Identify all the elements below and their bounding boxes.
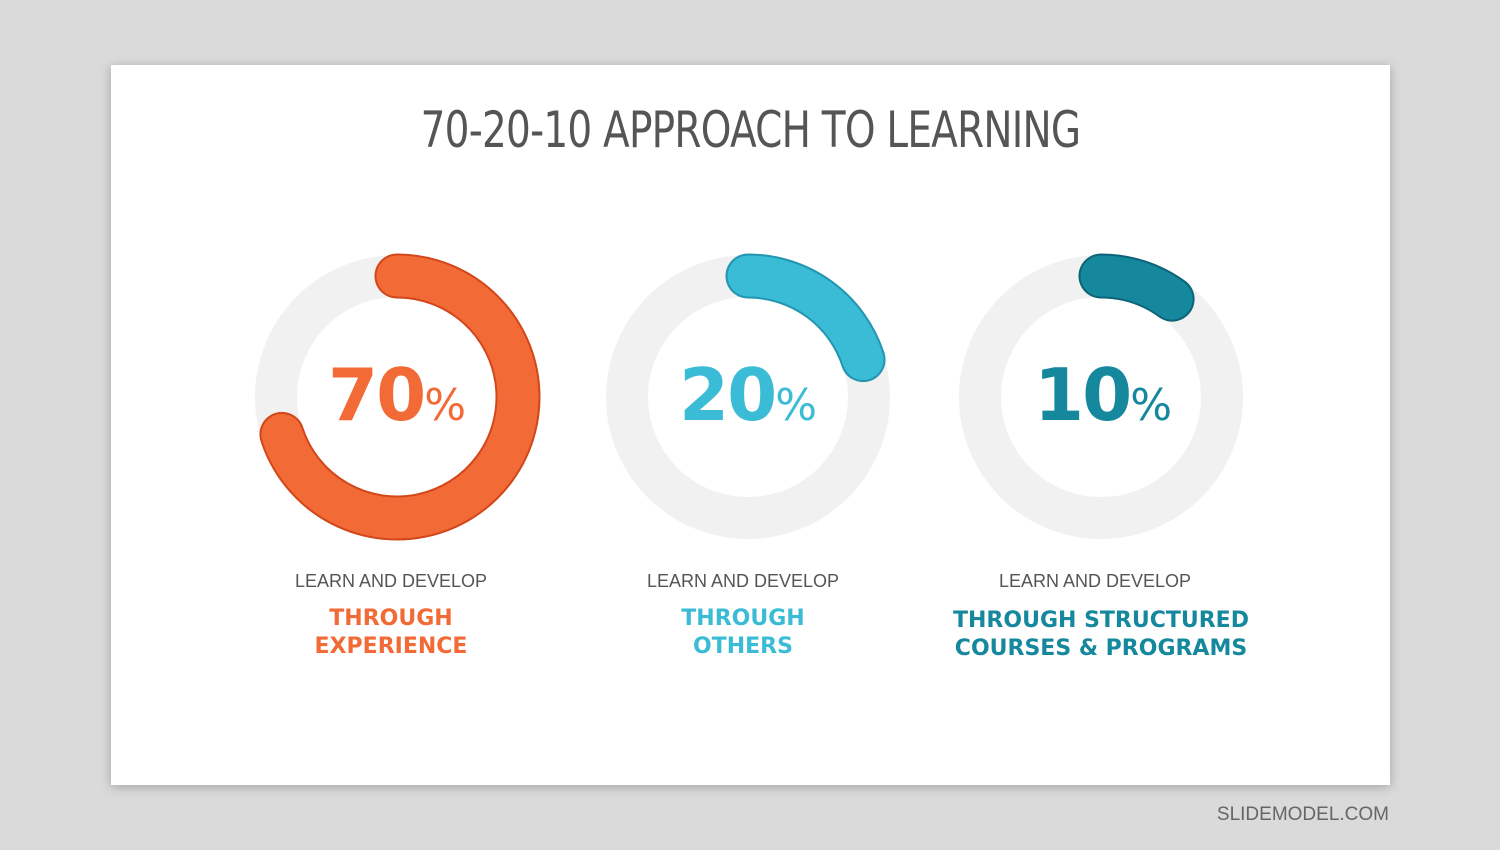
percent-symbol: % bbox=[775, 380, 817, 431]
percent-symbol: % bbox=[424, 380, 466, 431]
label-experience: LEARN AND DEVELOP bbox=[294, 571, 488, 591]
donut-rings bbox=[255, 253, 1243, 541]
percent-number: 70 bbox=[327, 353, 426, 437]
slide-title: 70-20-10 APPROACH TO LEARNING bbox=[420, 101, 1081, 159]
label-others: LEARN AND DEVELOP bbox=[646, 571, 840, 591]
donut-arc-10 bbox=[1080, 255, 1193, 320]
heading-line: THROUGH bbox=[329, 606, 453, 631]
heading-line: COURSES & PROGRAMS bbox=[954, 636, 1248, 661]
percent-number: 10 bbox=[1033, 353, 1132, 437]
heading-line: THROUGH STRUCTURED bbox=[953, 608, 1249, 633]
percent-20: 20% bbox=[618, 350, 878, 451]
slide: 70-20-10 APPROACH TO LEARNING 70% 20% 10… bbox=[111, 65, 1390, 785]
donut-arc-20 bbox=[727, 255, 884, 381]
label-courses: LEARN AND DEVELOP bbox=[998, 571, 1192, 591]
donut-arc-70 bbox=[261, 255, 539, 539]
footer-brand: SLIDEMODEL.COM bbox=[1216, 804, 1389, 825]
heading-experience: THROUGH EXPERIENCE bbox=[221, 605, 561, 661]
heading-line: OTHERS bbox=[693, 634, 793, 659]
percent-10: 10% bbox=[973, 350, 1233, 451]
heading-line: THROUGH bbox=[681, 606, 805, 631]
percent-70: 70% bbox=[267, 350, 527, 451]
heading-courses: THROUGH STRUCTURED COURSES & PROGRAMS bbox=[931, 607, 1271, 663]
percent-symbol: % bbox=[1130, 380, 1172, 431]
heading-line: EXPERIENCE bbox=[314, 634, 468, 659]
heading-others: THROUGH OTHERS bbox=[573, 605, 913, 661]
percent-number: 20 bbox=[678, 353, 777, 437]
